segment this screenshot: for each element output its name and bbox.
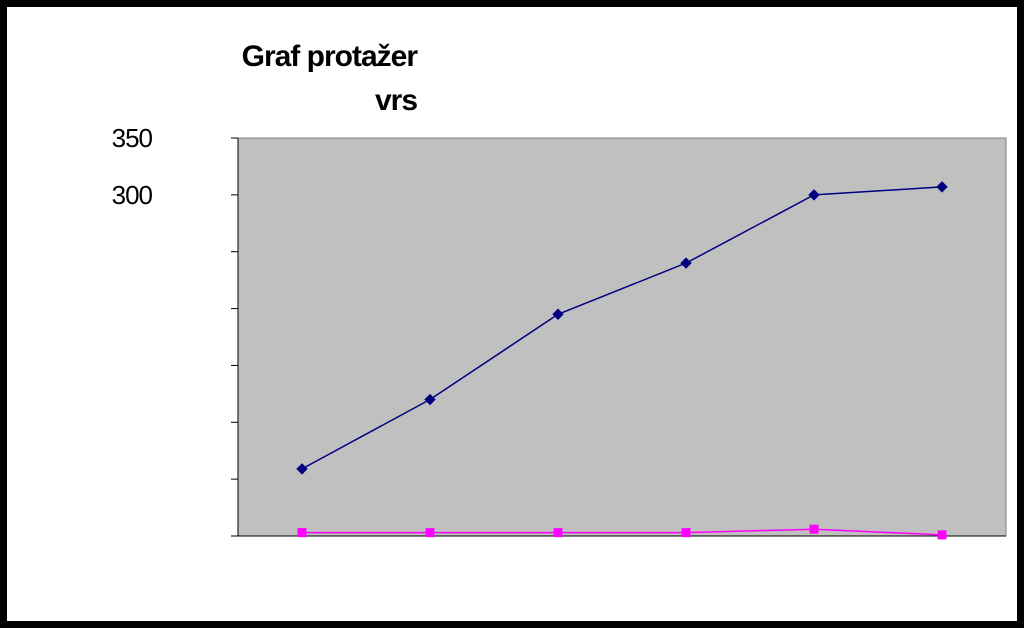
chart-title-line-2: vrs	[375, 84, 417, 117]
series-1-point	[808, 189, 820, 201]
series-2-point	[297, 528, 307, 538]
series-2-point	[809, 524, 819, 534]
series-layer	[296, 181, 948, 540]
series-1-point	[424, 393, 436, 406]
series-1-point	[296, 463, 308, 475]
y-axis-tick-labels: 350 300	[112, 123, 154, 210]
series-1-line	[301, 186, 943, 470]
plot-area	[237, 137, 1007, 537]
chart-title: Graf protažer vrs	[242, 40, 420, 117]
line-chart: Graf protažer vrs 350 300	[112, 40, 1007, 540]
series-1-point	[552, 308, 564, 320]
chart-title-line-1: Graf protažer	[242, 40, 419, 73]
y-tick-label: 350	[112, 123, 153, 153]
series-2-point	[681, 528, 691, 538]
series-2-line	[302, 528, 943, 536]
series-2-point	[937, 530, 947, 540]
y-tick-label: 300	[112, 180, 153, 210]
series-2-point	[425, 528, 435, 538]
y-axis-ticks	[231, 137, 238, 537]
series-1-point	[936, 181, 948, 193]
series-1-point	[680, 257, 692, 269]
series-2-point	[553, 528, 563, 538]
